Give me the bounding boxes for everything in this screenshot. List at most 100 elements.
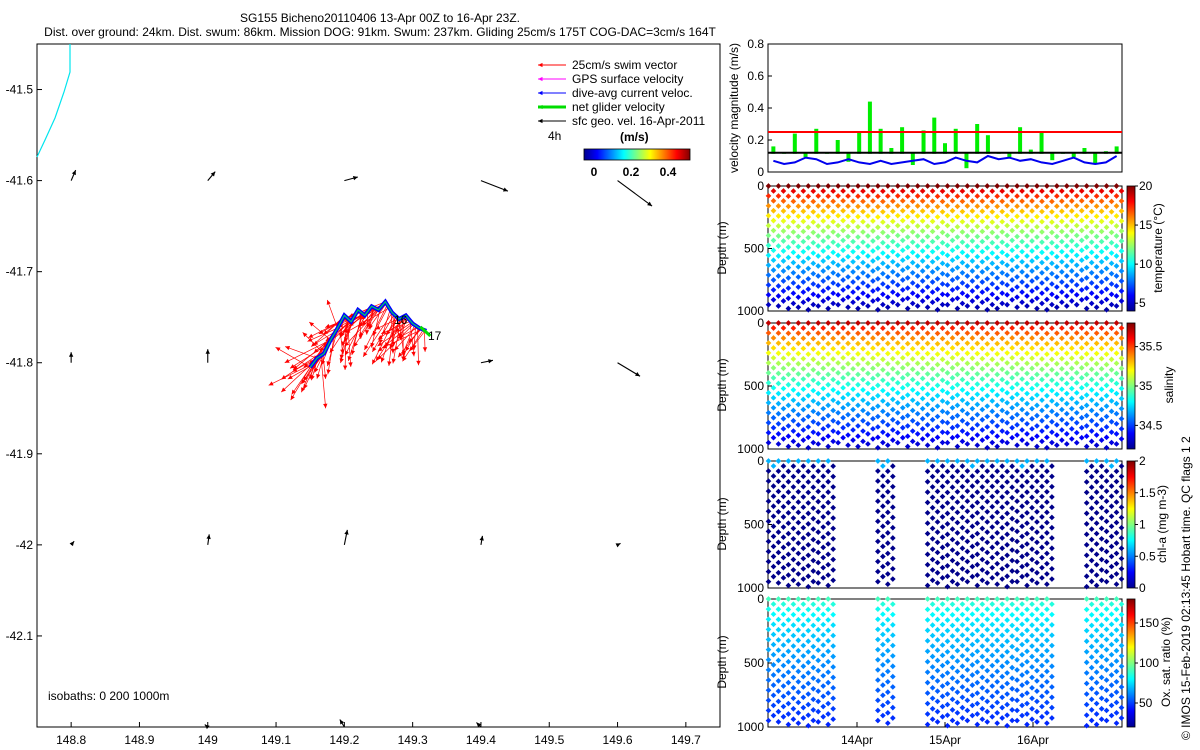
profile-point bbox=[1108, 198, 1115, 205]
profile-point bbox=[775, 390, 782, 397]
profile-point bbox=[795, 371, 802, 377]
profile-point bbox=[785, 244, 792, 251]
profile-point bbox=[994, 234, 1001, 240]
profile-point bbox=[1029, 218, 1035, 224]
profile-point bbox=[800, 198, 807, 204]
profile-point bbox=[939, 398, 946, 404]
profile-point bbox=[1059, 238, 1065, 245]
profile-point bbox=[979, 299, 986, 306]
profile-point bbox=[770, 335, 777, 341]
profile-point bbox=[1044, 224, 1050, 231]
profile-point bbox=[830, 218, 836, 225]
profile-point bbox=[845, 284, 851, 290]
profile-point bbox=[845, 264, 851, 270]
profile-point bbox=[959, 198, 966, 205]
profile-point bbox=[919, 238, 926, 244]
profile-point bbox=[840, 385, 846, 391]
profile-point bbox=[840, 267, 846, 273]
profile-point bbox=[860, 280, 866, 286]
profile-point bbox=[884, 371, 891, 377]
profile-point bbox=[1118, 248, 1125, 254]
profile-point bbox=[845, 320, 851, 326]
velocity-bar-10 bbox=[878, 128, 883, 154]
profile-point bbox=[845, 360, 851, 367]
profile-point bbox=[959, 300, 966, 307]
profile-point bbox=[810, 219, 817, 225]
profile-point bbox=[914, 330, 921, 336]
profile-point bbox=[1054, 243, 1060, 250]
profile-point bbox=[1049, 281, 1055, 287]
geo-vector-13-head bbox=[615, 543, 621, 548]
dive-avg-current-line bbox=[773, 154, 1118, 166]
profile-point bbox=[820, 385, 827, 392]
profile-point bbox=[984, 286, 991, 292]
profile-point bbox=[924, 320, 931, 326]
profile-point bbox=[805, 392, 812, 399]
profile-point bbox=[860, 188, 866, 194]
profile-point bbox=[825, 203, 831, 210]
profile-point bbox=[889, 228, 896, 235]
profile-point bbox=[1034, 285, 1040, 291]
profile-point bbox=[1073, 292, 1080, 298]
profile-point bbox=[860, 397, 866, 404]
profile-point bbox=[1108, 270, 1115, 277]
profile-point bbox=[830, 345, 836, 352]
profile-point bbox=[810, 356, 817, 363]
swim-vector-head bbox=[341, 331, 345, 337]
profile-point bbox=[1044, 203, 1050, 210]
profile-point bbox=[875, 403, 881, 409]
profile-point bbox=[934, 265, 941, 272]
profile-point bbox=[989, 301, 996, 308]
profile-point bbox=[934, 330, 941, 337]
profile-point bbox=[939, 301, 946, 308]
profile-point bbox=[944, 252, 951, 259]
profile-point bbox=[1118, 208, 1125, 214]
profile-point bbox=[1039, 269, 1045, 276]
profile-point bbox=[1059, 258, 1065, 265]
profile-point bbox=[884, 432, 891, 438]
profile-point bbox=[800, 335, 807, 342]
profile-point bbox=[1049, 250, 1055, 256]
profile-point bbox=[840, 198, 846, 204]
profile-point bbox=[909, 208, 916, 215]
day-label-17: 17 bbox=[428, 329, 442, 343]
profile-point bbox=[994, 193, 1001, 200]
profile-point bbox=[830, 249, 836, 256]
profile-point bbox=[889, 427, 896, 433]
profile-point bbox=[820, 395, 827, 402]
profile-point bbox=[934, 234, 941, 241]
profile-point bbox=[1044, 265, 1050, 272]
profile-point bbox=[909, 218, 916, 225]
profile-point bbox=[835, 389, 841, 396]
colorbar-tick-label-3-1: 100 bbox=[1139, 656, 1159, 670]
profile-point bbox=[840, 365, 846, 371]
profile-point bbox=[865, 213, 871, 219]
profile-point bbox=[1103, 214, 1110, 220]
profile-point bbox=[974, 264, 981, 270]
profile-point bbox=[810, 291, 817, 298]
profile-point bbox=[795, 442, 802, 449]
profile-point bbox=[989, 260, 996, 267]
profile-point bbox=[1063, 233, 1070, 239]
profile-point bbox=[815, 213, 822, 219]
profile-point bbox=[825, 361, 831, 367]
profile-point bbox=[835, 212, 841, 219]
profile-point bbox=[765, 282, 772, 288]
profile-point bbox=[785, 183, 792, 189]
chlorophyll-depth-label: Depth (m) bbox=[715, 497, 729, 550]
velocity-bar-9 bbox=[867, 101, 872, 154]
swim-vector-up bbox=[309, 321, 331, 341]
profile-point bbox=[924, 284, 931, 290]
profile-point bbox=[1014, 233, 1020, 240]
profile-point bbox=[830, 269, 836, 276]
profile-point bbox=[1049, 239, 1055, 246]
map-x-tick-label-6: 149.4 bbox=[466, 733, 496, 747]
profile-point bbox=[1098, 269, 1105, 275]
profile-point bbox=[1083, 285, 1090, 291]
profile-point bbox=[899, 325, 906, 331]
profile-point bbox=[845, 294, 851, 300]
profile-point bbox=[969, 238, 976, 244]
swim-vector-head bbox=[345, 350, 350, 356]
